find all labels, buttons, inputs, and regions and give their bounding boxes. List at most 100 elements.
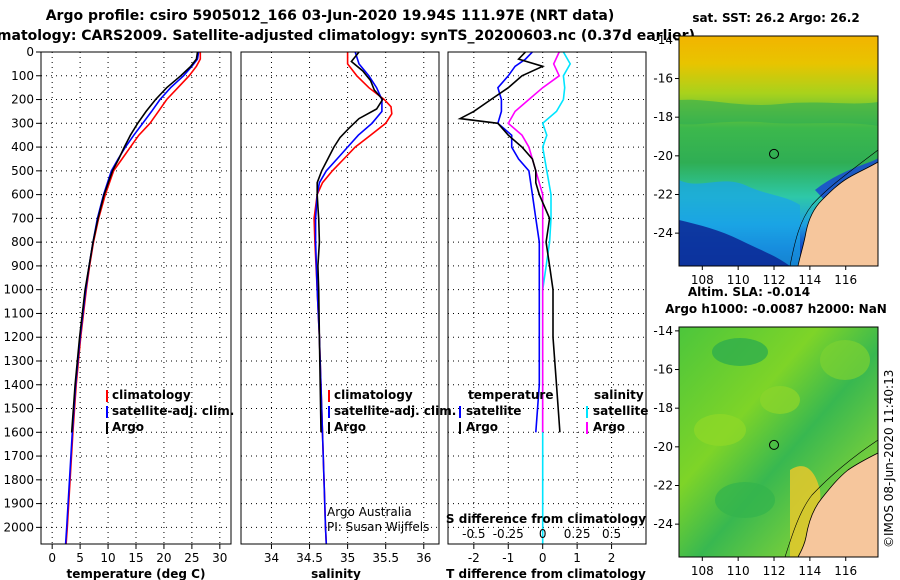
s-difference-tick-labels: -0.5 -0.25 0 0.25 0.5 [462, 527, 621, 541]
difference-axes-frame [447, 51, 647, 545]
lon-tick-label: 114 [798, 564, 821, 578]
salinity-series [313, 52, 393, 544]
lat-tick-label: -16 [653, 72, 673, 86]
s-tick-label: 0.25 [564, 527, 591, 541]
lon-tick-label: 114 [798, 273, 821, 287]
x-tick-label: 34.5 [296, 551, 323, 565]
legend-s-satellite-label: satellite [593, 404, 648, 418]
sla-map-panel: Altim. SLA: -0.014 Argo h1000: -0.0087 h… [653, 285, 886, 578]
annotation-line1: Argo Australia [327, 505, 412, 519]
depth-tick-label: 1700 [3, 449, 34, 463]
sla-map-image [679, 327, 878, 557]
lon-tick-label: 116 [834, 564, 857, 578]
lat-tick-label: -16 [653, 363, 673, 377]
x-tick-label: 35.5 [372, 551, 399, 565]
series-line-climatology [313, 52, 393, 544]
salinity-axis-label: salinity [311, 567, 361, 580]
lat-tick-label: -24 [653, 517, 673, 531]
legend-temperature-title: temperature [468, 388, 553, 402]
sst-map-title: sat. SST: 26.2 Argo: 26.2 [692, 11, 859, 25]
s-tick-label: -0.5 [462, 527, 485, 541]
figure-title-line2: Climatology: CARS2009. Satellite-adjuste… [0, 28, 695, 44]
lat-tick-label: -20 [653, 440, 673, 454]
legend-climatology-label: climatology [112, 388, 191, 402]
depth-tick-label: 200 [11, 93, 34, 107]
x-tick-label: 36 [416, 551, 431, 565]
legend-salinity-title: salinity [594, 388, 644, 402]
depth-tick-label: 1300 [3, 354, 34, 368]
t-difference-tick-labels: -2 -1 0 1 2 [468, 544, 615, 565]
temperature-axis-label: temperature (deg C) [67, 567, 206, 580]
series-line-s-argo [507, 52, 561, 433]
sla-latitude-tick-labels: -14 -16 -18 -20 -22 -24 [653, 324, 679, 531]
lon-tick-label: 112 [763, 564, 786, 578]
annotation-line2: PI: Susan Wijffels [327, 520, 429, 534]
x-tick-label: 20 [156, 551, 171, 565]
bathymetry-contour [789, 149, 878, 266]
lon-tick-label: 110 [727, 564, 750, 578]
depth-tick-label: 1800 [3, 473, 34, 487]
difference-series [457, 52, 572, 544]
australia-land [797, 452, 878, 557]
depth-tick-label: 100 [11, 69, 34, 83]
lon-tick-label: 110 [727, 273, 750, 287]
salinity-panel: 34 34.5 35 35.5 36 salinity climatology sate… [240, 51, 456, 580]
depth-tick-label: 1600 [3, 425, 34, 439]
lat-tick-label: -20 [653, 149, 673, 163]
sst-longitude-tick-labels: 108 110 112 114 116 [691, 266, 857, 287]
difference-panel: -2 -1 0 1 2 -0.5 -0.25 0 0.25 0.5 S difference f… [446, 51, 648, 580]
depth-tick-label: 500 [11, 164, 34, 178]
x-tick-label: 10 [100, 551, 115, 565]
series-line-t-satellite [496, 52, 541, 433]
argo-location-marker [769, 148, 780, 159]
s-difference-axis-label: S difference from climatology [446, 512, 646, 526]
depth-tick-label: 1100 [3, 306, 34, 320]
legend-argo-label: Argo [334, 420, 366, 434]
x-tick-label: -2 [468, 551, 480, 565]
lon-tick-label: 108 [691, 564, 714, 578]
lat-tick-label: -24 [653, 226, 673, 240]
series-line-s-satellite [541, 52, 572, 544]
legend-s-argo-label: Argo [593, 420, 625, 434]
sst-latitude-tick-labels: -14 -16 -18 -20 -22 -24 [653, 33, 679, 240]
s-tick-label: 0 [539, 527, 547, 541]
legend-t-argo-label: Argo [466, 420, 498, 434]
imos-credit: ©IMOS 08-Jun-2020 11:40:13 [882, 370, 896, 548]
lat-tick-label: -22 [653, 187, 673, 201]
depth-tick-label: 1000 [3, 283, 34, 297]
depth-tick-label: 400 [11, 140, 34, 154]
x-tick-label: 15 [128, 551, 143, 565]
legend-t-satellite-label: satellite [466, 404, 521, 418]
difference-gridlines [448, 51, 646, 544]
sla-eddy [760, 386, 800, 414]
temperature-tick-labels: 0 5 10 15 20 25 30 [48, 544, 227, 565]
sst-map-frame [678, 35, 879, 267]
salinity-gridlines [241, 51, 439, 544]
x-tick-label: -1 [502, 551, 514, 565]
temperature-difference-legend: temperature satellite Argo [459, 388, 553, 434]
x-tick-label: 30 [212, 551, 227, 565]
sla-eddy [712, 338, 768, 366]
sst-band [679, 99, 878, 126]
depth-tick-label: 800 [11, 235, 34, 249]
sla-longitude-tick-labels: 108 110 112 114 116 [691, 557, 857, 578]
lat-tick-label: -18 [653, 110, 673, 124]
s-tick-label: -0.25 [493, 527, 524, 541]
lat-tick-label: -14 [653, 324, 673, 338]
depth-tick-label: 700 [11, 211, 34, 225]
sla-argo-heights: Argo h1000: -0.0087 h2000: NaN [665, 302, 887, 316]
sst-map-image [679, 36, 878, 266]
argo-location-marker [769, 439, 780, 450]
x-tick-label: 0 [48, 551, 56, 565]
series-line-t-argo [457, 52, 561, 433]
depth-tick-label: 600 [11, 188, 34, 202]
series-line-argo [70, 52, 199, 433]
depth-tick-label: 0 [26, 45, 34, 59]
sst-map-panel: sat. SST: 26.2 Argo: 26.2 -14 -16 -18 -20 -2… [653, 11, 879, 287]
legend-satellite-label: satellite-adj. clim. [112, 404, 234, 418]
x-tick-label: 0 [539, 551, 547, 565]
depth-tick-label: 900 [11, 259, 34, 273]
x-tick-label: 5 [76, 551, 84, 565]
legend-climatology-label: climatology [334, 388, 413, 402]
series-line-satellite-adj-clim- [314, 52, 383, 544]
